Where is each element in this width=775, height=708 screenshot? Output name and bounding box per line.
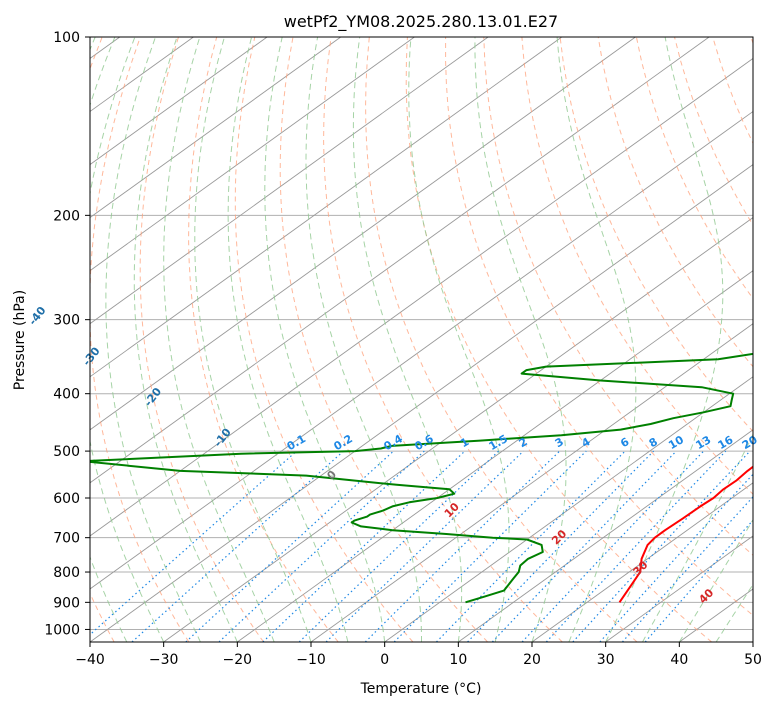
- y-tick-label: 400: [53, 387, 80, 403]
- mixing-ratio-line: [262, 450, 466, 642]
- y-tick-label: 700: [53, 531, 80, 547]
- y-tick-label: 100: [53, 30, 80, 46]
- moist-adiabat-line: [227, 37, 349, 642]
- dry-adiabat-line: [445, 37, 753, 616]
- dry-adiabat-line: [483, 37, 753, 556]
- isotherm-line: [90, 37, 268, 166]
- x-tick-label: 40: [670, 652, 688, 668]
- x-tick-label: 20: [523, 652, 541, 668]
- mixing-ratio-line: [521, 450, 705, 642]
- moist-adiabat-line: [163, 37, 275, 642]
- isotherm-line: [531, 482, 753, 642]
- isotherm-line: [90, 37, 489, 325]
- mixing-ratio-line: [491, 450, 677, 642]
- mixing-ratio-line: [90, 450, 297, 636]
- isotherm-line: [90, 57, 753, 537]
- isotherm-line: [90, 37, 342, 219]
- isotherm-line: [90, 37, 415, 272]
- moist-adiabat-line: [305, 37, 422, 642]
- dry-adiabat-line: [234, 37, 414, 642]
- dry-adiabat-line: [90, 37, 115, 642]
- moist-adiabat-line: [408, 37, 510, 642]
- mixing-ratio-line: [218, 450, 425, 642]
- y-tick-label: 300: [53, 313, 80, 329]
- isotherm-line: [90, 37, 710, 484]
- isotherm-line: [237, 270, 753, 642]
- plot-frame: [89, 36, 754, 643]
- moist-adiabat-line: [194, 37, 312, 642]
- mixing-ratio-line: [467, 450, 655, 642]
- dry-adiabat-line: [188, 37, 339, 642]
- chart-title: wetPf2_YM08.2025.280.13.01.E27: [284, 12, 558, 32]
- y-tick-label: 1000: [44, 622, 80, 638]
- isotherm-line: [90, 37, 563, 378]
- isotherm-line: [384, 376, 753, 642]
- isotherm-line: [458, 429, 753, 642]
- x-tick-label: 50: [744, 652, 762, 668]
- y-tick-label: 800: [53, 565, 80, 581]
- isotherm-line: [605, 535, 753, 642]
- x-axis-label: Temperature (°C): [360, 681, 482, 697]
- dry-adiabat-line: [365, 37, 638, 642]
- x-tick-label: 30: [597, 652, 615, 668]
- dry-adiabat-line: [521, 37, 753, 495]
- moist-adiabat-line: [605, 37, 724, 642]
- x-tick-label: −30: [149, 652, 179, 668]
- mixing-ratio-line: [572, 450, 751, 642]
- mixing-ratio-line: [545, 450, 727, 642]
- isotherm-line: [163, 217, 753, 642]
- isotherm-line: [90, 37, 636, 431]
- y-axis-label: Pressure (hPa): [12, 290, 28, 390]
- temperature-profile-line: [618, 465, 753, 603]
- moist-adiabat-line: [352, 37, 463, 642]
- mixing-ratio-line: [435, 450, 626, 642]
- mixing-ratio-line: [644, 519, 753, 642]
- moist-adiabat-line: [264, 37, 386, 642]
- moist-adiabat-line: [474, 37, 567, 642]
- dry-adiabat-line: [279, 37, 488, 642]
- y-tick-label: 200: [53, 208, 80, 224]
- mixing-ratio-line: [621, 496, 753, 642]
- mixing-ratio-line: [599, 473, 753, 642]
- mixing-ratio-line: [298, 450, 500, 642]
- mixing-ratio-line: [325, 450, 524, 642]
- y-tick-label: 500: [53, 444, 80, 460]
- y-tick-label: 900: [53, 595, 80, 611]
- dry-adiabat-line: [405, 37, 713, 642]
- x-tick-label: −20: [223, 652, 253, 668]
- dewpoint-profile-line: [90, 352, 753, 604]
- moist-adiabat-line: [556, 37, 637, 642]
- dry-adiabat-line: [139, 37, 264, 642]
- x-tick-label: −40: [75, 652, 105, 668]
- x-tick-label: 10: [449, 652, 467, 668]
- x-tick-label: −10: [296, 652, 326, 668]
- x-tick-label: 0: [380, 652, 389, 668]
- isotherm-line: [90, 110, 753, 590]
- y-tick-label: 600: [53, 491, 80, 507]
